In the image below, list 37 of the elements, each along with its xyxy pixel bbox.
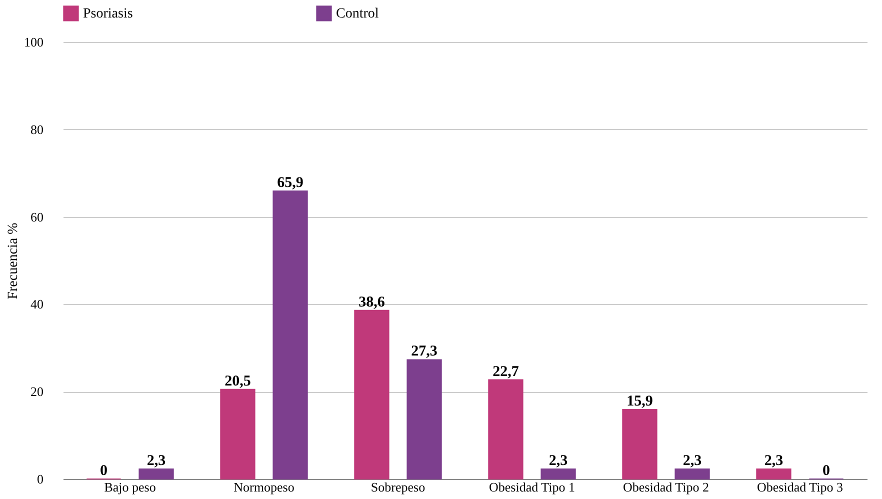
x-tick-label: Obesidad Tipo 2 [623,480,709,494]
bar [540,468,576,480]
bar [138,468,174,480]
legend-label: Psoriasis [83,6,133,22]
x-tick-label: Sobrepeso [370,480,426,494]
y-tick-label: 40 [30,296,44,312]
data-label: 2,3 [764,452,784,469]
y-tick-label: 80 [30,122,44,137]
y-axis-title: Frecuencia % [6,222,21,300]
legend-label: Control [336,6,379,22]
data-label: 2,3 [682,452,702,469]
bar [272,190,308,480]
x-tick-label: Bajo peso [104,480,156,494]
data-label: 22,7 [492,364,520,380]
y-tick-label: 60 [30,209,44,224]
x-tick-label: Obesidad Tipo 3 [757,480,843,494]
data-label: 2,3 [548,452,568,469]
data-label: 15,9 [626,394,653,410]
data-label: 0 [822,463,830,479]
x-tick-label: Obesidad Tipo 1 [489,480,575,494]
data-label: 65,9 [277,175,304,192]
data-label: 38,6 [358,294,386,310]
bar [756,468,792,480]
bar [622,409,658,480]
data-label: 27,3 [411,344,438,360]
y-tick-label: 100 [24,34,44,50]
bar [488,379,524,480]
bar [354,310,390,480]
y-tick-label: 0 [37,472,44,486]
bar [406,359,442,480]
x-tick-label: Normopeso [234,480,294,494]
data-label: 0 [100,463,108,479]
y-tick-label: 20 [30,384,44,400]
bar [220,388,256,480]
bar [674,468,710,480]
data-label: 20,5 [224,373,251,390]
data-label: 2,3 [146,452,166,469]
